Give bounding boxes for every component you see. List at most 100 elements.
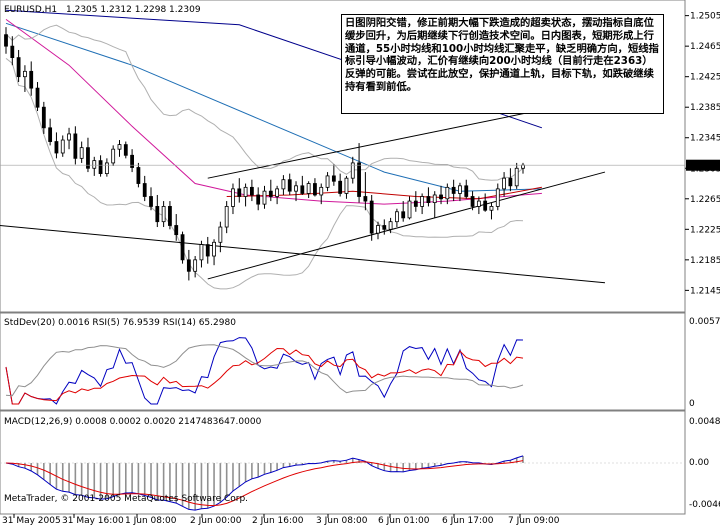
rsi5-line <box>5 337 524 405</box>
macd-ytick-bottom: -0.0046 <box>689 500 720 510</box>
candle-body <box>111 148 116 164</box>
candle-body <box>256 194 261 205</box>
osc-ytick-top: 0.0057 <box>689 317 720 327</box>
candle-body <box>268 190 273 197</box>
candle-body <box>489 206 494 211</box>
price-ohlc: 1.2305 1.2312 1.2298 1.2309 <box>66 5 201 15</box>
macd-main-line <box>5 455 524 511</box>
price-ytick-label: 1.2505 <box>690 12 720 22</box>
candle-body <box>123 144 128 156</box>
candle-body <box>508 177 513 187</box>
candle-body <box>369 200 374 234</box>
candle-body <box>48 127 53 142</box>
candle-body <box>186 259 191 272</box>
macd-ytick-mid: 0.00 <box>689 458 709 468</box>
candle-body <box>29 70 34 89</box>
candle-body <box>313 183 317 196</box>
red-ma <box>226 186 542 200</box>
x-tick-label: 31 May 2005 <box>2 516 61 525</box>
candle-body <box>16 57 21 78</box>
candle-body <box>464 185 469 197</box>
channel-lower <box>207 171 606 280</box>
candle-body <box>10 45 15 59</box>
current-price-box <box>686 159 720 171</box>
candle-body <box>376 225 380 234</box>
x-tick-label: 1 Jun 08:00 <box>125 516 177 525</box>
candle-body <box>142 183 147 197</box>
osc-lines <box>5 337 524 405</box>
candle-body <box>249 186 254 196</box>
osc-title: StdDev(20) 0.0016 RSI(5) 76.9539 RSI(14)… <box>4 318 236 328</box>
x-tick-label: 6 Jun 17:00 <box>442 516 494 525</box>
current-price-label: 1.2309 <box>689 162 720 172</box>
candle-body <box>60 139 65 154</box>
candle-body <box>350 162 355 179</box>
steelblue-ma <box>5 22 542 192</box>
candle-body <box>319 186 324 196</box>
channel-upper <box>207 102 574 179</box>
candle-body <box>180 234 185 261</box>
price-header: EURUSD,H1 <box>4 5 57 15</box>
x-tick-label: 6 Jun 01:00 <box>378 516 430 525</box>
candle-body <box>420 196 425 207</box>
macd-title: MACD(12,26,9) 0.0008 0.0002 0.0020 21474… <box>4 417 262 427</box>
candle-body <box>218 226 223 243</box>
candle-body <box>54 141 59 154</box>
price-ytick-label: 1.2185 <box>690 256 720 266</box>
candle-body <box>4 34 8 47</box>
candle-body <box>168 206 172 226</box>
candle-body <box>98 160 103 175</box>
price-bands <box>5 24 524 290</box>
x-tick-label: 3 Jun 08:00 <box>316 516 368 525</box>
candle-body <box>495 188 500 207</box>
macd-signal-line <box>5 460 524 507</box>
candle-body <box>224 206 229 228</box>
candle-body <box>86 147 90 169</box>
x-tick-label: 7 Jun 09:00 <box>508 516 560 525</box>
candle-body <box>331 175 336 182</box>
macd-lines <box>0 455 685 511</box>
candle-body <box>161 206 166 223</box>
stddev-line <box>5 344 524 397</box>
candle-body <box>388 221 393 230</box>
macd-ytick-top: 0.0048 <box>689 417 720 427</box>
copyright: MetaTrader, © 2001-2005 MetaQuotes Softw… <box>4 494 248 504</box>
candle-body <box>149 196 153 207</box>
price-ytick-label: 1.2385 <box>690 103 720 113</box>
candle-body <box>401 211 406 219</box>
candle-body <box>275 188 280 197</box>
candle-body <box>407 200 412 219</box>
candle-body <box>395 211 399 223</box>
candle-body <box>130 154 134 168</box>
candle-body <box>193 259 198 272</box>
candle-body <box>287 179 292 192</box>
candle-body <box>41 106 46 129</box>
candle-body <box>357 162 361 197</box>
candle-body <box>237 188 242 197</box>
candle-body <box>243 186 248 197</box>
candle-body <box>476 200 481 207</box>
rsi14-line <box>5 347 524 405</box>
candle-body <box>73 133 78 159</box>
candle-body <box>502 177 506 190</box>
x-tick-label: 31 May 16:00 <box>62 516 124 525</box>
candle-body <box>281 179 286 190</box>
candle-body <box>104 162 109 175</box>
candle-body <box>231 188 235 207</box>
candle-body <box>212 241 216 257</box>
osc-ytick-bottom: 0 <box>689 399 695 409</box>
candle-body <box>155 206 160 223</box>
price-ytick-label: 1.2465 <box>690 42 720 52</box>
candle-body <box>262 190 267 205</box>
candle-body <box>432 194 437 204</box>
candle-body <box>439 194 443 200</box>
candle-body <box>23 70 27 78</box>
band-upper <box>5 24 524 181</box>
down-line <box>0 225 606 284</box>
candle-body <box>521 164 525 169</box>
candle-body <box>79 147 84 159</box>
candle-body <box>451 186 456 194</box>
price-trendlines <box>0 102 606 284</box>
candle-body <box>35 87 40 108</box>
price-ytick-label: 1.2225 <box>690 225 720 235</box>
